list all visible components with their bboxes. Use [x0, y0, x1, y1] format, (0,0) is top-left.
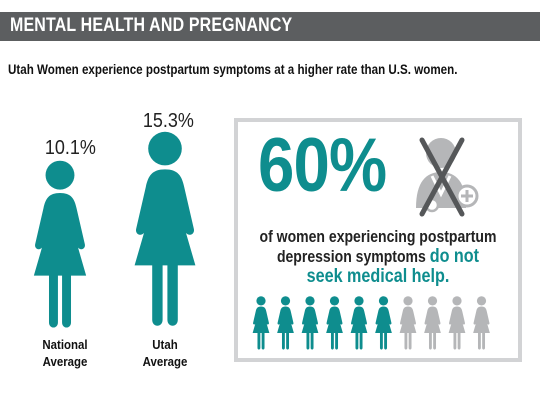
subtitle: Utah Women experience postpartum symptom… — [8, 62, 458, 77]
pictograph-figure-2 — [277, 296, 294, 350]
pictograph-figure-3 — [301, 296, 319, 350]
stat-line3: seek medical help. — [259, 266, 497, 288]
pictograph-figure-10 — [473, 296, 490, 350]
header-title: MENTAL HEALTH AND PREGNANCY — [10, 15, 293, 36]
pictograph-figure-7 — [399, 296, 417, 350]
stat-highlight-do-not: do not — [429, 246, 480, 267]
utah-label-line1: Utah — [152, 337, 178, 352]
national-value-label: 10.1% — [44, 137, 96, 159]
utah-label-line2: Average — [142, 354, 188, 369]
national-label-line1: National — [42, 337, 88, 352]
pictograph-figure-6 — [375, 296, 392, 350]
stat-line2: depression symptoms do not — [259, 246, 497, 268]
stat-highlight-seek-help: seek medical help. — [306, 266, 450, 287]
pictograph-figure-8 — [424, 296, 441, 350]
stat-line1: of women experiencing postpartum — [259, 228, 497, 246]
utah-value-label: 15.3% — [142, 110, 194, 132]
crossed-out-doctor-icon — [416, 137, 479, 217]
pictograph-figure-1 — [252, 296, 270, 350]
pictograph-figure-5 — [350, 296, 368, 350]
national-label: National Average — [34, 336, 96, 370]
pictograph-figure-9 — [448, 296, 466, 350]
big-percentage: 60% — [258, 123, 387, 208]
header-bar: MENTAL HEALTH AND PREGNANCY — [0, 12, 540, 41]
utah-label: Utah Average — [132, 336, 197, 370]
stat-line2-text: depression symptoms — [276, 248, 430, 266]
pictograph-figure-4 — [326, 296, 343, 350]
national-label-line2: Average — [42, 354, 88, 369]
